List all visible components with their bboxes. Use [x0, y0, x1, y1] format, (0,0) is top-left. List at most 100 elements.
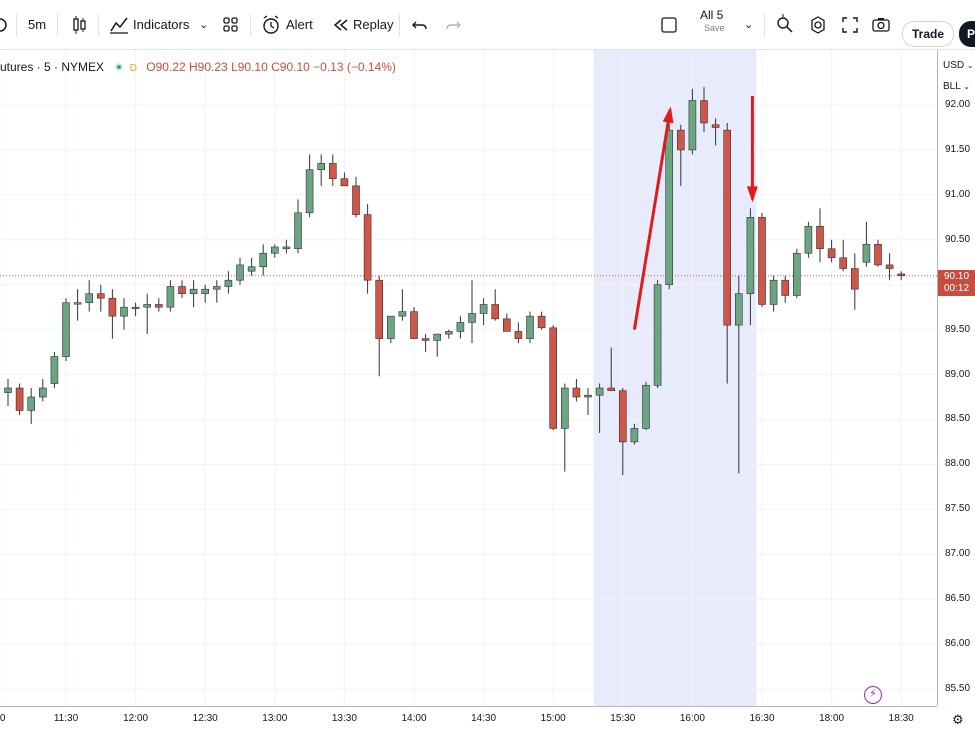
price-chart[interactable]: [0, 50, 937, 706]
undo-icon[interactable]: [408, 13, 432, 37]
templates-grid-icon[interactable]: [219, 13, 243, 37]
legend-high: H90.23: [189, 60, 228, 74]
interval-button[interactable]: 5m: [28, 17, 47, 32]
candle-body: [73, 302, 82, 305]
candle-body: [143, 304, 151, 308]
candle-body: [50, 356, 59, 384]
candle-body: [804, 225, 813, 254]
price-axis[interactable]: 92.0091.5091.0090.5090.0089.5089.0088.50…: [937, 50, 975, 706]
chevron-down-icon[interactable]: ⌄: [199, 19, 209, 31]
axis-settings-gear-icon[interactable]: ⚙: [952, 712, 964, 727]
time-tick-label: 12:00: [123, 713, 149, 724]
candle-body: [885, 264, 894, 269]
alarm-clock-icon[interactable]: [259, 13, 283, 37]
currency-selector[interactable]: USD ⌄: [943, 60, 974, 71]
price-tick-label: 92.00: [945, 99, 971, 110]
price-tick-label: 86.50: [945, 593, 971, 605]
chevron-down-icon[interactable]: ⌄: [744, 19, 754, 31]
indicators-icon[interactable]: [107, 13, 131, 37]
unit-selector[interactable]: BLL ⌄: [943, 81, 970, 92]
candle-body: [769, 279, 778, 305]
candle-body: [572, 387, 581, 398]
candle-body: [630, 428, 639, 443]
candle-body: [584, 394, 592, 398]
price-tick-label: 87.00: [945, 548, 971, 560]
toolbar-divider: [16, 14, 17, 36]
candle-body: [874, 243, 882, 266]
indicators-button[interactable]: Indicators: [133, 17, 190, 32]
candle-body: [491, 304, 500, 320]
symbol-search-icon[interactable]: [0, 13, 12, 37]
toolbar-divider: [98, 14, 99, 36]
candle-body: [711, 124, 720, 128]
candle-body: [827, 248, 836, 259]
candle-body: [201, 288, 209, 294]
candle-body: [224, 279, 233, 287]
candle-body: [421, 338, 430, 341]
candle-body: [108, 297, 117, 317]
time-tick-label: 12:30: [192, 713, 218, 724]
time-tick-label: 14:30: [471, 713, 497, 724]
candle-body: [595, 387, 604, 396]
candle-body: [155, 304, 163, 308]
candle-body: [352, 185, 360, 215]
candle-body: [375, 279, 384, 339]
candle-body: [618, 390, 627, 443]
symbol-legend: utures · 5 · NYMEX D O90.22 H90.23 L90.1…: [0, 60, 396, 74]
time-tick-label: 00: [0, 713, 6, 724]
last-price-badge: 90.10 00:12: [938, 270, 975, 296]
time-tick-label: 14:00: [401, 713, 427, 724]
price-tick-label: 88.00: [945, 458, 971, 470]
publish-button[interactable]: P: [959, 21, 975, 47]
settings-gear-icon[interactable]: [806, 13, 830, 37]
candle-body: [839, 257, 848, 269]
legend-low: L90.10: [231, 60, 268, 74]
candle-body: [850, 268, 859, 290]
price-tick-label: 91.50: [945, 143, 971, 155]
toolbar-divider: [764, 14, 765, 36]
candle-body: [259, 252, 268, 268]
time-tick-label: 11:30: [53, 713, 79, 724]
candle-body: [479, 304, 488, 314]
replay-rewind-icon[interactable]: [329, 13, 353, 37]
time-tick-label: 15:00: [540, 713, 566, 724]
chevron-down-icon: ⌄: [966, 61, 974, 70]
legend-change: −0.13 (−0.14%): [313, 60, 396, 74]
candle-body: [746, 217, 755, 294]
fullscreen-icon[interactable]: [838, 13, 862, 37]
candle-body: [653, 284, 662, 386]
symbol-title[interactable]: utures · 5 · NYMEX: [0, 60, 105, 74]
price-tick-label: 86.00: [945, 638, 971, 650]
redo-icon[interactable]: [441, 13, 465, 37]
layout-name[interactable]: All 5: [700, 8, 724, 22]
layout-square-icon[interactable]: [657, 13, 681, 37]
candle-body: [734, 293, 743, 326]
candle-body: [456, 322, 465, 332]
market-status-dot: [115, 63, 124, 71]
price-tick-label: 85.50: [945, 683, 971, 694]
candle-body: [97, 293, 105, 299]
candle-body: [560, 387, 569, 429]
lightning-icon[interactable]: ⚡: [864, 686, 882, 704]
alert-button[interactable]: Alert: [286, 17, 313, 32]
candle-body: [178, 286, 186, 294]
candle-body: [433, 333, 442, 341]
candle-body: [270, 246, 279, 254]
camera-snapshot-icon[interactable]: [869, 13, 893, 37]
replay-button[interactable]: Replay: [353, 17, 394, 32]
toolbar-divider: [399, 14, 400, 36]
candle-body: [816, 225, 824, 250]
legend-close: C90.10: [271, 60, 310, 74]
candles-chart-type-icon[interactable]: [67, 13, 91, 37]
candle-body: [723, 129, 732, 326]
time-tick-label: 18:00: [819, 713, 845, 724]
quick-search-icon[interactable]: [773, 13, 797, 37]
top-toolbar: 5m Indicators ⌄ Alert Replay All 5 Save …: [0, 0, 975, 50]
candle-body: [85, 293, 93, 303]
candle-body: [502, 318, 511, 332]
candle-body: [676, 129, 685, 151]
annotation-arrow-up: [632, 109, 672, 330]
trade-button[interactable]: Trade: [902, 21, 954, 47]
time-axis[interactable]: 00 11:30 12:00 12:30 13:00 13:30 14:00 14:30 15:…: [0, 706, 937, 731]
candle-body: [781, 279, 790, 296]
